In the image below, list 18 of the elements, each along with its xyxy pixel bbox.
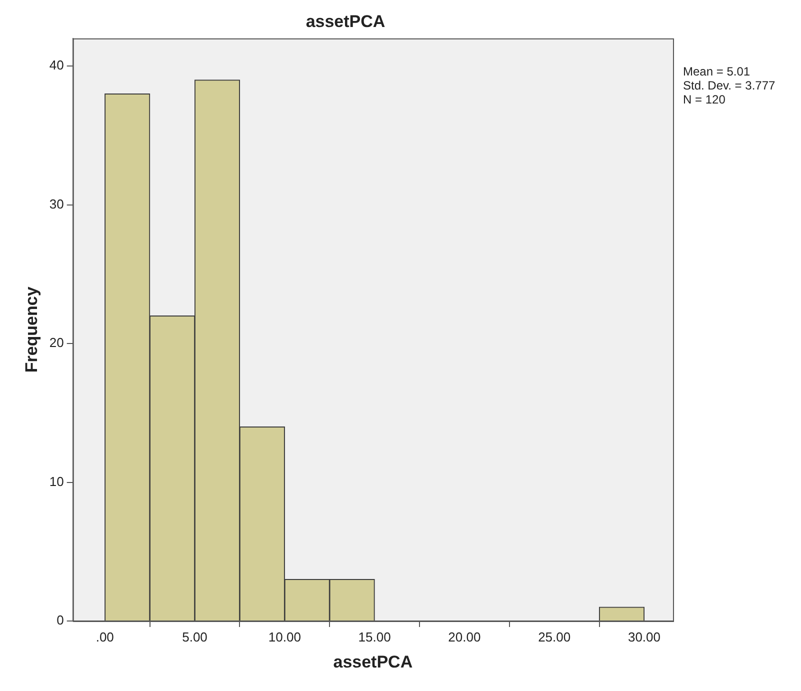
y-tick-label: 10 <box>49 474 64 489</box>
x-tick-label: 25.00 <box>538 629 571 644</box>
y-tick-label: 40 <box>49 58 64 73</box>
text: N = 120 <box>683 92 726 107</box>
y-axis-title: Frequency <box>22 286 41 373</box>
x-tick-label: 20.00 <box>448 629 481 644</box>
y-tick-label: 30 <box>49 196 64 212</box>
text: Std. Dev. = 3.777 <box>683 78 776 93</box>
x-tick-label: 10.00 <box>268 629 301 644</box>
y-tick-label: 20 <box>49 335 64 350</box>
x-axis-title: assetPCA <box>333 652 413 672</box>
x-tick-label: .00 <box>96 629 114 644</box>
x-tick-label: 30.00 <box>628 629 661 644</box>
y-tick-label: 0 <box>56 612 64 628</box>
chart-title: assetPCA <box>306 12 386 31</box>
x-tick-label: 15.00 <box>358 629 391 644</box>
x-tick-label: 5.00 <box>182 629 208 644</box>
text: Mean = 5.01 <box>683 64 750 79</box>
